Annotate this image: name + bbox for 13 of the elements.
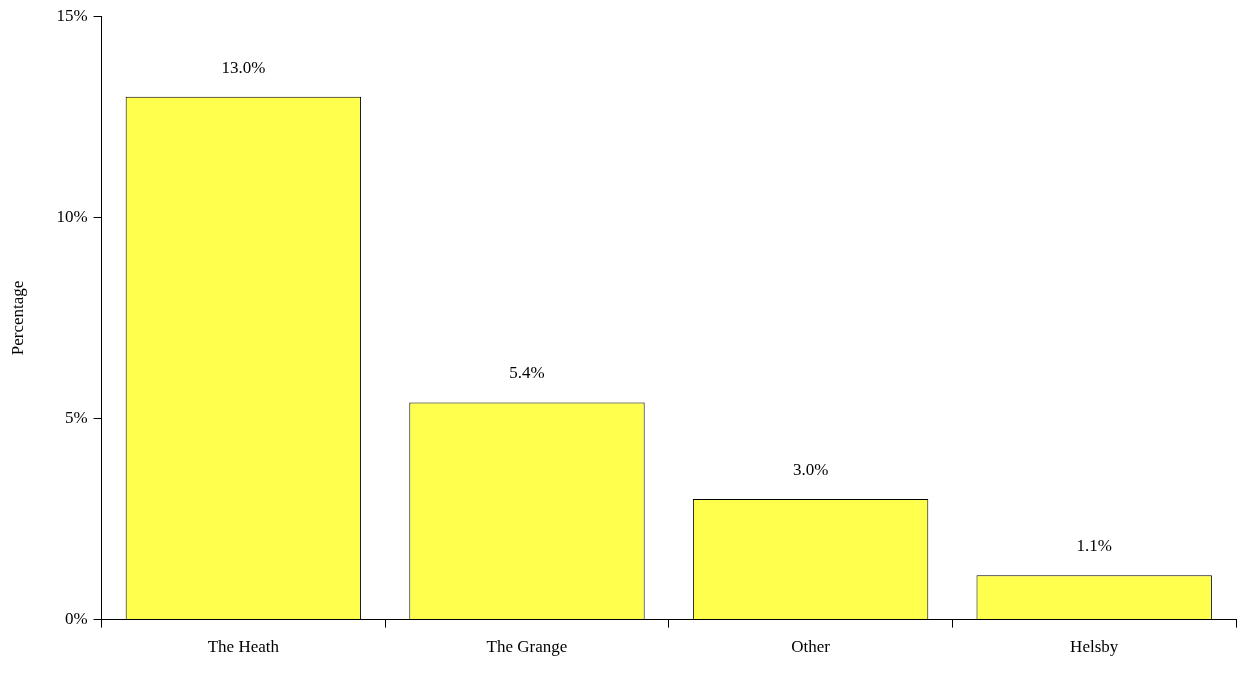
y-tick-label: 5% [64,407,88,427]
x-tick-label: Other [791,637,831,657]
x-tick-label: Helsby [1070,637,1119,657]
y-tick-label: 10% [56,206,88,226]
x-tick-label: The Heath [207,637,280,657]
data-label: 5.4% [509,363,545,383]
x-tick-label: The Grange [486,637,568,657]
y-axis-title: Percentage [7,280,27,356]
y-tick-label: 0% [64,609,88,629]
data-label: 13.0% [221,57,266,77]
data-label: 1.1% [1076,536,1112,556]
y-tick-label: 15% [56,5,88,25]
data-label: 3.0% [792,459,829,479]
